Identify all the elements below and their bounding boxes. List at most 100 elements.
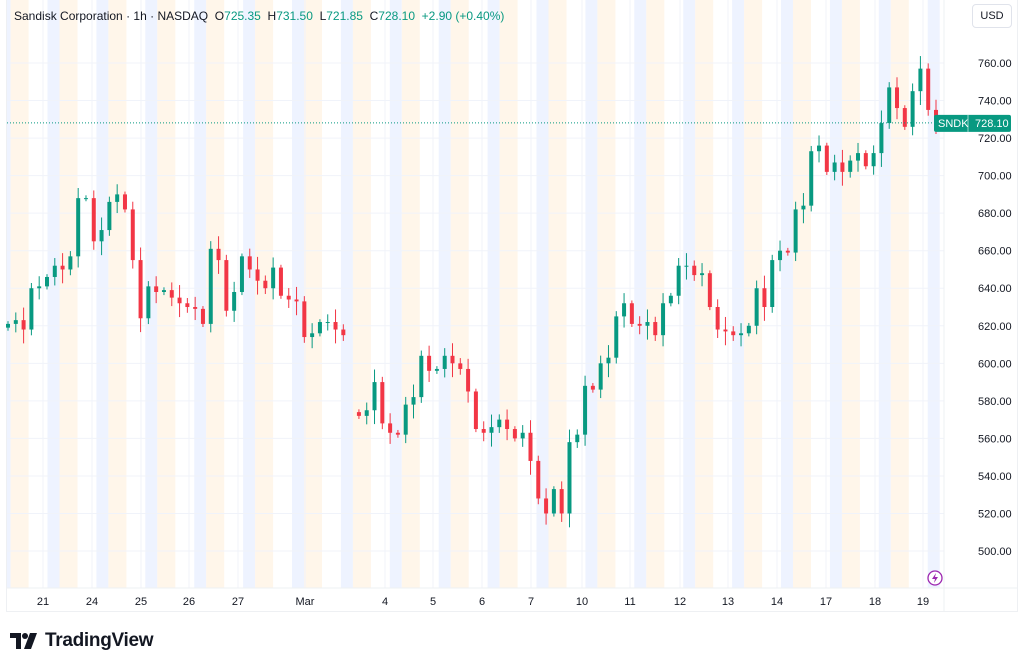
- premarket-band: [292, 0, 304, 588]
- premarket-band: [585, 0, 598, 588]
- x-tick-label: 27: [232, 596, 244, 608]
- premarket-band: [732, 0, 745, 588]
- candle: [37, 276, 42, 300]
- candle-body: [606, 357, 611, 364]
- candle: [99, 217, 104, 256]
- currency-button[interactable]: USD: [972, 4, 1012, 28]
- candle: [107, 196, 112, 236]
- candle-body: [224, 260, 229, 311]
- candle: [856, 142, 861, 172]
- candle: [832, 154, 837, 181]
- candle: [450, 343, 455, 378]
- candle-body: [216, 248, 221, 261]
- candle: [341, 324, 346, 341]
- y-tick-label: 500.00: [978, 546, 1012, 558]
- candle: [154, 276, 159, 304]
- x-tick-label: 17: [820, 596, 832, 608]
- premarket-band: [145, 0, 158, 588]
- candle-body: [13, 320, 18, 324]
- candle: [200, 306, 205, 328]
- x-tick-label: Mar: [296, 596, 315, 608]
- candle: [731, 326, 736, 341]
- postmarket-band: [304, 0, 322, 588]
- candle: [442, 348, 447, 378]
- candle-body: [52, 265, 57, 277]
- y-tick-label: 540.00: [978, 471, 1012, 483]
- price-tag-bg: [934, 114, 1011, 132]
- candle-body: [840, 162, 845, 172]
- candle: [817, 135, 822, 163]
- candle: [746, 322, 751, 337]
- candle: [380, 376, 385, 430]
- candle-body: [427, 355, 432, 371]
- candle-body: [388, 423, 393, 433]
- candle: [887, 82, 892, 129]
- candle: [208, 241, 213, 333]
- y-tick-label: 760.00: [978, 58, 1012, 70]
- candle-body: [255, 269, 260, 281]
- candle: [52, 258, 57, 286]
- candle-body: [239, 256, 244, 292]
- candle-body: [247, 256, 252, 270]
- candle-body: [801, 205, 806, 210]
- candle-body: [271, 267, 276, 289]
- tradingview-logo[interactable]: TradingView: [10, 630, 154, 652]
- postmarket-band: [744, 0, 763, 588]
- candle-body: [661, 303, 666, 336]
- candle-body: [372, 382, 377, 411]
- postmarket-band: [206, 0, 225, 588]
- premarket-band: [634, 0, 647, 588]
- candle-body: [325, 322, 330, 324]
- candle: [6, 321, 10, 331]
- postmarket-band: [695, 0, 714, 588]
- chart-frame: [6, 0, 1018, 612]
- candle-body: [60, 265, 65, 270]
- candle: [676, 258, 681, 305]
- candle-body: [692, 265, 697, 276]
- candle-body: [302, 301, 307, 338]
- candle: [21, 307, 26, 344]
- candle-body: [76, 198, 81, 257]
- candle-body: [910, 91, 915, 127]
- candle: [130, 201, 135, 269]
- y-tick-label: 580.00: [978, 396, 1012, 408]
- premarket-band: [536, 0, 549, 588]
- premarket-band: [781, 0, 793, 588]
- candle-body: [177, 297, 182, 304]
- candle-body: [434, 368, 439, 371]
- candle-body: [583, 385, 588, 435]
- candle: [583, 375, 588, 446]
- candle: [239, 253, 244, 296]
- candle-body: [115, 194, 120, 202]
- premarket-band: [96, 0, 109, 588]
- candle-body: [442, 355, 447, 369]
- candle: [427, 345, 432, 382]
- candle: [668, 292, 673, 307]
- x-tick-label: 14: [771, 596, 783, 608]
- candle: [770, 254, 775, 313]
- candle-body: [824, 145, 829, 172]
- candle: [637, 316, 642, 335]
- lightning-alert-icon[interactable]: [927, 570, 943, 586]
- postmarket-band: [108, 0, 127, 588]
- candle-body: [341, 329, 346, 336]
- candle: [177, 285, 182, 318]
- premarket-band: [438, 0, 451, 588]
- candle-body: [778, 250, 783, 261]
- candle-body: [793, 209, 798, 253]
- postmarket-band: [255, 0, 274, 588]
- candle-body: [512, 429, 517, 439]
- candle-body: [403, 404, 408, 435]
- candle: [762, 275, 767, 321]
- premarket-band: [927, 0, 940, 588]
- candle: [544, 488, 549, 525]
- candle: [333, 309, 338, 344]
- candle-body: [785, 250, 790, 253]
- postmarket-band: [646, 0, 665, 588]
- candle: [271, 257, 276, 300]
- symbol-name[interactable]: Sandisk Corporation: [14, 9, 123, 23]
- candle-body: [622, 303, 627, 317]
- candle: [458, 358, 463, 375]
- candle: [778, 240, 783, 272]
